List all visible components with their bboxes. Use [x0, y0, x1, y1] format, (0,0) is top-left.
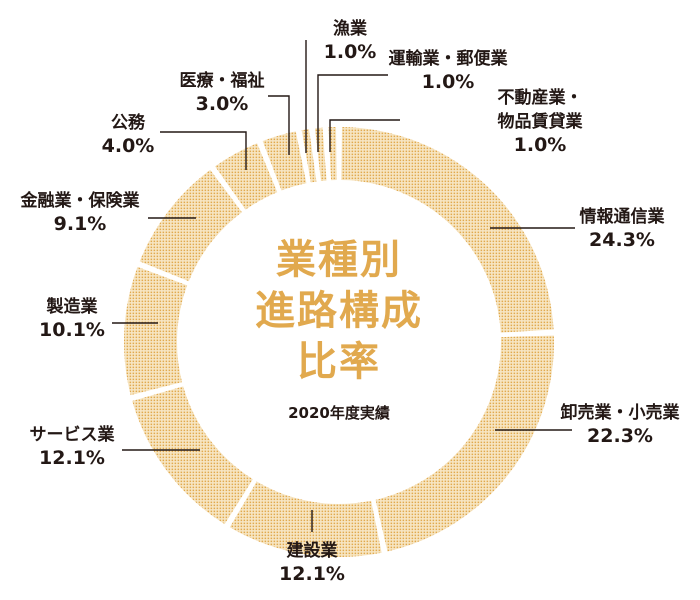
- donut-slice: [341, 127, 554, 333]
- slice-value-label: 22.3%: [587, 425, 653, 447]
- slice-name-label: 物品賃貸業: [498, 111, 583, 132]
- slice-name-label: サービス業: [30, 424, 115, 445]
- donut-slice: [132, 386, 253, 525]
- title-line-2: 進路構成: [255, 288, 423, 334]
- donut-slice: [315, 127, 327, 182]
- center-title: 業種別 進路構成 比率 2020年度実績: [255, 237, 423, 422]
- slices-layer: [124, 127, 554, 557]
- donut-slice: [262, 131, 307, 191]
- slice-value-label: 12.1%: [279, 563, 345, 585]
- slice-name-label: 製造業: [46, 296, 98, 317]
- slice-name-label: 医療・福祉: [180, 70, 265, 91]
- leader-line: [317, 74, 388, 152]
- slice-value-label: 10.1%: [39, 319, 105, 341]
- title-line-3: 比率: [297, 339, 381, 385]
- donut-slice: [229, 481, 382, 557]
- slice-value-label: 3.0%: [196, 93, 249, 115]
- donut-slice: [139, 169, 242, 282]
- slice-name-label: 運輸業・郵便業: [389, 48, 508, 69]
- donut-slice: [375, 335, 554, 552]
- leaders-layer: [112, 40, 575, 532]
- slice-value-label: 1.0%: [324, 41, 377, 63]
- leader-line: [268, 95, 290, 155]
- title-line-1: 業種別: [276, 237, 402, 283]
- leader-line: [160, 131, 247, 170]
- slice-name-label: 不動産業・: [498, 87, 583, 108]
- leader-line: [329, 119, 400, 152]
- slice-name-label: 建設業: [287, 540, 338, 561]
- slice-name-label: 漁業: [333, 18, 367, 39]
- slice-value-label: 1.0%: [514, 134, 567, 156]
- slice-value-label: 24.3%: [589, 229, 655, 251]
- slice-name-label: 金融業・保険業: [20, 190, 140, 211]
- labels-layer: 情報通信業24.3%卸売業・小売業22.3%建設業12.1%サービス業12.1%…: [20, 18, 680, 585]
- slice-name-label: 公務: [111, 112, 146, 133]
- donut-slice: [215, 143, 278, 210]
- slice-name-label: 卸売業・小売業: [561, 402, 680, 423]
- slice-value-label: 9.1%: [54, 213, 107, 235]
- slice-value-label: 12.1%: [39, 447, 105, 469]
- slice-value-label: 1.0%: [422, 71, 475, 93]
- slice-value-label: 4.0%: [102, 135, 155, 157]
- donut-slice: [124, 266, 188, 396]
- chart-subtitle: 2020年度実績: [288, 404, 390, 422]
- slice-name-label: 情報通信業: [580, 206, 665, 227]
